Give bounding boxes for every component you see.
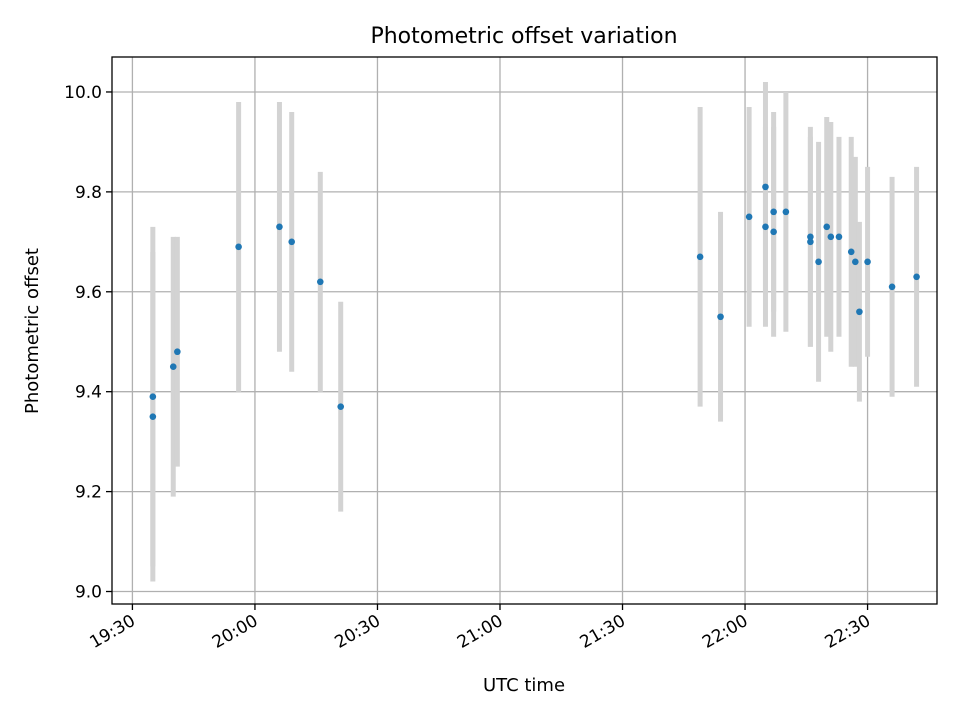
data-point [762, 223, 769, 231]
y-tick-label: 9.6 [75, 283, 102, 303]
data-point [717, 313, 724, 321]
data-point [815, 258, 822, 266]
x-tick-label: 21:00 [454, 611, 506, 653]
x-tick-label: 22:30 [822, 611, 874, 653]
data-point [807, 233, 814, 241]
x-tick-label: 20:30 [332, 611, 384, 653]
data-point [888, 283, 896, 291]
y-axis-ticks: 9.0 9.2 9.4 9.6 9.8 10.0 [64, 83, 112, 603]
y-tick-label: 9.0 [75, 583, 102, 603]
data-point [847, 248, 855, 256]
data-point [782, 208, 790, 216]
x-axis-label: UTC time [483, 675, 565, 696]
data-point [149, 413, 157, 420]
data-point [235, 243, 242, 251]
data-point [762, 183, 769, 191]
data-point [174, 348, 181, 356]
x-tick-label: 22:00 [699, 611, 751, 653]
data-point [913, 273, 920, 281]
data-point [827, 233, 835, 241]
data-point [696, 253, 704, 261]
x-tick-label: 21:30 [577, 611, 629, 653]
data-point [288, 238, 296, 246]
data-point [835, 233, 843, 241]
data-point [807, 238, 814, 246]
data-point [169, 363, 177, 371]
data-point [852, 258, 859, 266]
grid-layer [112, 57, 937, 604]
data-point [316, 278, 324, 286]
x-axis-ticks: 19:30 20:00 20:30 21:00 21:30 22:00 22:30 [86, 604, 874, 653]
data-point [770, 208, 777, 216]
data-point [856, 308, 863, 316]
chart-title: Photometric offset variation [370, 24, 677, 49]
y-axis-label: Photometric offset [22, 248, 43, 414]
plot-frame [111, 56, 938, 605]
x-tick-label: 20:00 [209, 611, 261, 653]
y-tick-label: 10.0 [64, 83, 102, 103]
data-point [823, 223, 831, 231]
y-tick-label: 9.2 [75, 483, 102, 503]
data-point [337, 403, 345, 410]
data-point [770, 228, 777, 236]
y-tick-label: 9.8 [75, 183, 102, 203]
y-tick-label: 9.4 [75, 383, 102, 403]
x-tick-label: 19:30 [86, 611, 138, 653]
errorbar-layer [150, 81, 920, 582]
data-point [745, 213, 753, 221]
data-point [276, 223, 283, 231]
data-point [149, 393, 157, 400]
data-point [864, 258, 871, 266]
point-layer [149, 183, 920, 420]
